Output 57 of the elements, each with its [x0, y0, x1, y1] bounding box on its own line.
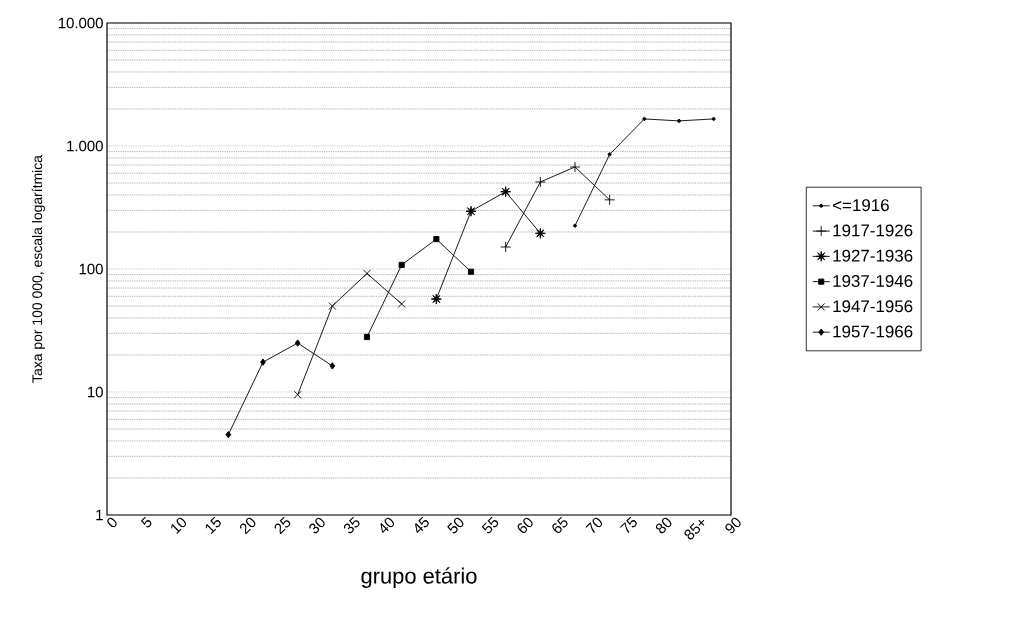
- point: [294, 339, 301, 347]
- y-tick-label: 1: [96, 509, 103, 521]
- point: [260, 358, 266, 366]
- point: [604, 194, 616, 206]
- point: [363, 333, 371, 341]
- y-tick-label: 10: [88, 386, 103, 398]
- point: [363, 269, 371, 278]
- x-tick-label: 55: [481, 516, 499, 534]
- point: [642, 116, 647, 121]
- x-tick-label: 65: [552, 516, 568, 533]
- point: [397, 299, 406, 308]
- point: [467, 268, 475, 275]
- legend-label: 1957-1966: [833, 325, 913, 338]
- point: [534, 227, 546, 239]
- point: [430, 293, 442, 305]
- x-tick-label: 10: [171, 517, 187, 535]
- point: [398, 261, 405, 268]
- point: [329, 362, 336, 370]
- x-tick-label: 60: [517, 517, 533, 533]
- x-tick-label: 40: [380, 517, 395, 533]
- point: [677, 118, 681, 123]
- point: [293, 390, 302, 399]
- x-tick-label: 0: [107, 517, 117, 528]
- point: [433, 236, 440, 243]
- legend-label: 1927-1936: [833, 249, 913, 262]
- x-tick-label: 30: [309, 517, 325, 534]
- x-tick-label: 15: [205, 516, 221, 534]
- point: [500, 186, 512, 198]
- legend-label: 1917-1926: [833, 224, 913, 237]
- point: [711, 116, 716, 121]
- y-tick-label: 1.000: [67, 140, 103, 152]
- point: [573, 223, 577, 228]
- point: [607, 152, 612, 157]
- legend-label: 1937-1946: [833, 274, 913, 287]
- x-tick-label: 75: [620, 516, 637, 533]
- point: [465, 205, 477, 217]
- point: [328, 302, 337, 310]
- x-tick-label: 25: [274, 516, 291, 535]
- x-tick-label: 90: [725, 517, 741, 534]
- x-axis-title: grupo etário: [361, 567, 477, 588]
- x-tick-label: 70: [585, 517, 603, 534]
- point: [534, 176, 546, 188]
- point: [225, 431, 232, 439]
- y-axis-title: Taxa por 100 000, escala logarítmica: [31, 155, 45, 383]
- x-tick-label: 5: [140, 516, 152, 528]
- x-tick-label: 35: [343, 516, 360, 534]
- point: [569, 161, 581, 173]
- x-tick-label: 80: [655, 517, 672, 534]
- point: [500, 241, 512, 253]
- x-tick-label: 85+: [684, 519, 705, 540]
- x-tick-label: 45: [415, 516, 429, 533]
- y-tick-label: 100: [79, 263, 103, 275]
- x-tick-label: 20: [239, 517, 256, 535]
- legend-label: <=1916: [832, 199, 889, 212]
- y-tick-label: 10.000: [58, 17, 103, 29]
- legend-label: 1947-1956: [833, 300, 913, 313]
- x-tick-label: 50: [447, 517, 464, 534]
